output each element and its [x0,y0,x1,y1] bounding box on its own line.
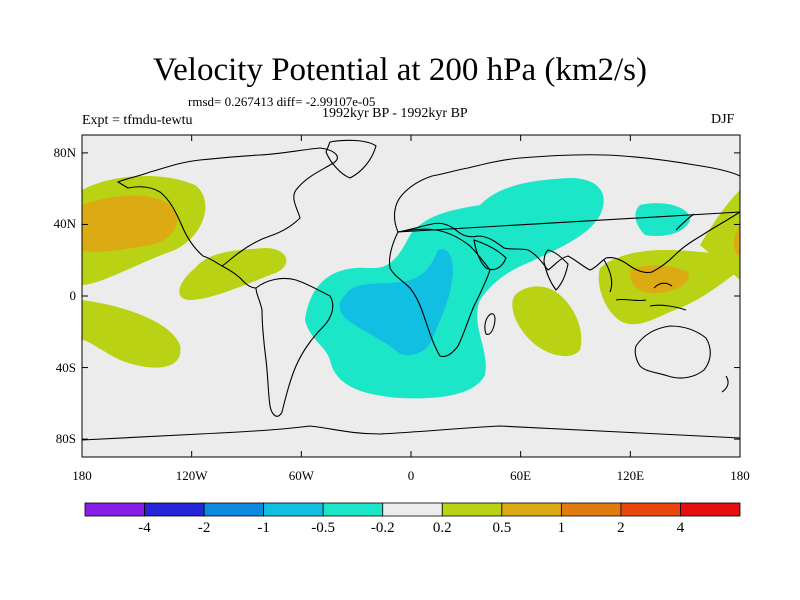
colorbar-swatch [680,502,741,517]
lat-tick-label: 80S [55,431,76,447]
colorbar-label: -2 [197,520,211,536]
lon-tick-label: 180 [730,468,750,483]
anomaly-south-atlantic-core [339,249,453,356]
anomaly-east-asia-negative [635,203,690,237]
lat-tick-label: 40N [53,216,76,232]
figure-title: Velocity Potential at 200 hPa (km2/s) [152,52,648,88]
colorbar-label: -1 [257,520,270,536]
anomaly-indian-ocean [512,286,582,357]
colorbar-swatch [84,502,145,517]
colorbar-label: -0.5 [311,520,336,536]
colorbar-label: 4 [676,520,685,536]
colorbar-swatch [620,502,681,517]
colorbar-swatch [501,502,562,517]
colorbar-label: -0.2 [370,520,395,536]
colorbar-swatch [382,502,443,517]
colorbar-label: 0.5 [492,520,512,536]
colorbar-swatch [144,502,205,517]
axis-ticks [81,135,741,457]
anomaly-southeast-pacific [82,300,181,368]
lon-tick-label: 120E [616,468,645,483]
colorbar-swatch [560,502,622,517]
experiment-label: Expt = tfmdu-tewtu [82,113,193,128]
lon-tick-label: 120W [175,468,208,483]
colorbar-label: 1 [557,520,566,536]
stats-line: rmsd= 0.267413 diff= -2.99107e-05 [188,94,376,109]
anomaly-dateline-east-core [733,225,740,258]
colorbar-swatch [263,502,324,517]
lon-tick-label: 180 [72,468,92,483]
colorbar [84,502,741,517]
colorbar-swatch [322,502,384,517]
anomaly-caribbean [179,248,287,300]
colorbar-label: 2 [617,520,625,536]
coastlines [82,139,740,441]
anomaly-south-atlantic-eurasia [305,178,604,399]
anomaly-fields [82,175,740,399]
colorbar-swatch [441,502,503,517]
colorbar-swatch [203,502,265,517]
anomaly-north-pacific-core [82,195,178,253]
lat-tick-label: 80N [53,144,76,160]
lat-tick-label: 0 [69,288,77,303]
lon-tick-label: 60W [288,468,314,483]
period-label: 1992kyr BP - 1992kyr BP [322,106,468,121]
season-label: DJF [711,112,735,127]
lat-tick-label: 40S [55,359,76,375]
lon-tick-label: 60E [510,468,532,483]
colorbar-label: 0.2 [432,520,452,536]
lon-tick-label: 0 [407,468,415,483]
colorbar-label: -4 [138,520,151,536]
